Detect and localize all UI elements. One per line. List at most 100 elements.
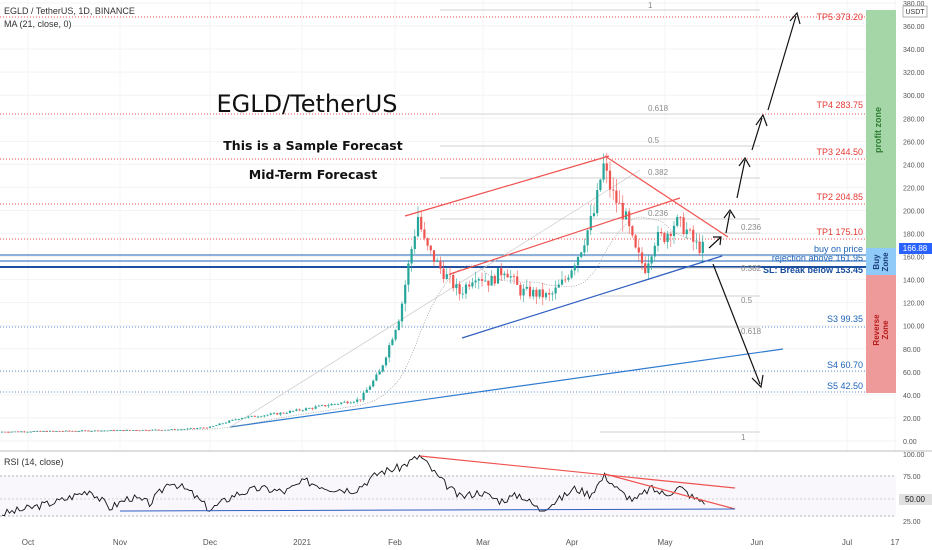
level-labels: TP5 373.20 TP4 283.75 TP3 244.50 TP2 204… — [763, 12, 863, 391]
candle-body — [279, 412, 282, 415]
arrow-up-4 — [751, 117, 763, 151]
candle-body — [650, 256, 653, 264]
candle-body — [653, 245, 656, 257]
buy-zone — [866, 248, 896, 275]
candle-body — [599, 179, 602, 191]
price-tick-label: 20.00 — [903, 416, 921, 423]
candle-body — [10, 431, 13, 433]
tp2-label: TP2 204.85 — [816, 192, 863, 202]
candle-body — [356, 399, 359, 402]
candles — [0, 153, 704, 433]
candle-body — [384, 357, 388, 366]
candle-body — [445, 274, 448, 279]
candle-body — [458, 284, 461, 294]
time-tick-label: Oct — [22, 538, 35, 547]
candle-body — [452, 275, 455, 289]
channel-mid — [449, 197, 681, 275]
candle-body — [660, 231, 663, 234]
candle-body — [100, 430, 103, 432]
time-tick-label: May — [657, 538, 672, 547]
candle-body — [506, 273, 509, 278]
arrow-head — [713, 236, 722, 246]
candle-body — [308, 408, 311, 409]
candle-body — [682, 217, 685, 235]
candle-body — [672, 225, 676, 236]
candle-body — [359, 399, 362, 401]
candle-body — [186, 428, 189, 430]
candle-body — [698, 241, 701, 253]
fib-label: 0.5 — [741, 296, 753, 305]
candle-body — [304, 408, 308, 411]
candle-body — [272, 413, 276, 414]
candle-body — [512, 276, 516, 278]
candle-body — [144, 429, 148, 431]
arrow-head — [751, 374, 764, 389]
candle-body — [461, 293, 464, 295]
candle-body — [493, 275, 496, 284]
arrow-head — [789, 11, 801, 25]
candle-body — [615, 190, 618, 203]
tp4-label: TP4 283.75 — [816, 100, 863, 110]
candle-body — [269, 413, 272, 415]
price-tick-label: 180.00 — [903, 232, 925, 239]
rsi-resistance-1 — [419, 455, 736, 489]
projection-arrows — [708, 11, 801, 389]
candle-body — [224, 422, 228, 424]
candle-body — [368, 386, 372, 390]
candle-body — [68, 430, 71, 432]
rsi-line — [1, 454, 705, 517]
candle-body — [365, 389, 368, 393]
candle-body — [333, 403, 336, 405]
candle-body — [205, 427, 208, 429]
candle-body — [327, 405, 330, 407]
reverse-zone — [866, 275, 896, 393]
candle-body — [701, 241, 704, 253]
candle-body — [628, 211, 631, 227]
candle-body — [295, 409, 298, 411]
candle-body — [560, 279, 564, 285]
candle-body — [378, 371, 381, 375]
candle-body — [320, 405, 324, 406]
candle-body — [20, 431, 23, 433]
candle-body — [324, 405, 327, 407]
candle-body — [301, 410, 304, 412]
candle-body — [612, 189, 615, 191]
candle-body — [525, 286, 528, 289]
rsi-tick-label: 100.00 — [903, 452, 925, 459]
candle-body — [589, 216, 592, 231]
wedge-top — [604, 155, 729, 238]
candle-body — [231, 419, 234, 421]
candle-body — [157, 429, 160, 431]
candle-body — [426, 238, 429, 246]
candle-body — [618, 202, 621, 204]
candle-body — [346, 401, 349, 404]
candle-body — [567, 277, 570, 280]
candle-body — [42, 431, 45, 432]
symbol-header: EGLD / TetherUS, 1D, BINANCE — [4, 6, 135, 16]
candle-body — [253, 415, 256, 417]
buy-label: buy on price — [814, 244, 863, 254]
ma-header: MA (21, close, 0) — [4, 19, 72, 29]
rsi-resistance-2 — [604, 473, 736, 510]
buy-zone-label-1: Buy — [872, 254, 881, 270]
candle-body — [260, 416, 263, 418]
time-tick-label: Mar — [476, 538, 490, 547]
time-tick-label: Jun — [751, 538, 764, 547]
candle-body — [80, 430, 84, 432]
fib-lines — [440, 9, 760, 433]
candle-body — [429, 245, 432, 251]
candle-body — [39, 430, 42, 432]
price-tick-label: 100.00 — [903, 324, 925, 331]
candle-body — [77, 431, 80, 432]
candle-body — [221, 423, 224, 425]
candle-body — [484, 280, 487, 282]
candle-body — [282, 412, 285, 414]
candle-body — [551, 293, 554, 295]
candle-body — [183, 429, 186, 431]
fib-label: 0.382 — [741, 264, 762, 273]
candle-body — [32, 431, 36, 433]
candle-body — [538, 289, 541, 297]
candle-body — [52, 430, 55, 432]
price-tick-label: 200.00 — [903, 208, 925, 215]
candle-body — [74, 430, 77, 432]
